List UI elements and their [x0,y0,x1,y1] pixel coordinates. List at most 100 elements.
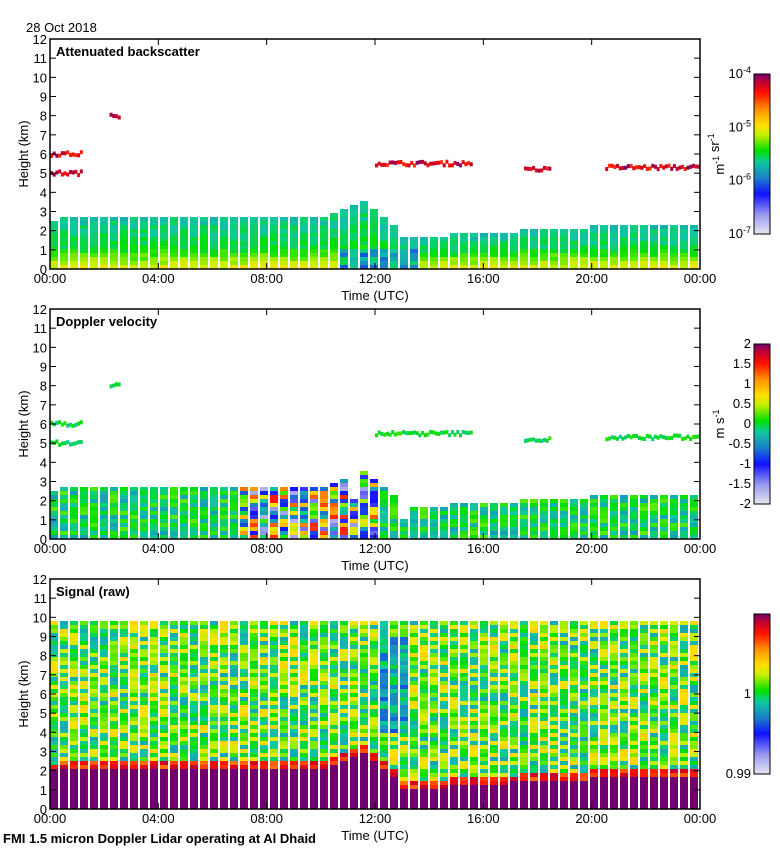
heatmap-cell [450,531,458,535]
heatmap-cell [330,233,338,237]
heatmap-cell [670,245,678,249]
heatmap-cell [270,761,278,765]
heatmap-cell [310,681,318,685]
heatmap-cell [630,673,638,677]
heatmap-cell [80,757,88,761]
heatmap-cell [390,681,398,685]
heatmap-cell [210,523,218,527]
heatmap-cell [350,697,358,701]
heatmap-cell [450,781,458,785]
heatmap-cell [360,233,368,237]
heatmap-cell [600,681,608,685]
heatmap-cell [410,681,418,685]
heatmap-cell [340,797,348,801]
heatmap-cell [570,641,578,645]
heatmap-cell [140,253,148,257]
heatmap-cell [490,805,498,809]
cloud-layer-cell [448,433,452,438]
heatmap-cell [490,745,498,749]
heatmap-cell [690,733,698,737]
heatmap-cell [600,725,608,729]
heatmap-cell [530,265,538,269]
heatmap-cell [650,717,658,721]
heatmap-cell [470,535,478,539]
heatmap-cell [370,769,378,773]
heatmap-cell [330,689,338,693]
heatmap-cell [260,523,268,527]
heatmap-cell [660,621,668,625]
heatmap-cell [620,657,628,661]
heatmap-cell [300,737,308,741]
heatmap-cell [620,645,628,649]
heatmap-cell [660,511,668,515]
heatmap-cell [540,709,548,713]
heatmap-cell [650,257,658,261]
heatmap-cell [90,637,98,641]
heatmap-cell [560,503,568,507]
heatmap-cell [230,657,238,661]
heatmap-cell [400,741,408,745]
cloud-layer-cell [662,435,666,440]
heatmap-cell [390,713,398,717]
heatmap-cell [230,781,238,785]
heatmap-cell [140,769,148,773]
heatmap-cell [420,681,428,685]
heatmap-cell [250,685,258,689]
heatmap-cell [210,495,218,499]
heatmap-cell [670,777,678,781]
heatmap-cell [330,225,338,229]
heatmap-cell [220,233,228,237]
heatmap-cell [460,649,468,653]
heatmap-cell [190,653,198,657]
heatmap-cell [530,515,538,519]
heatmap-cell [160,765,168,769]
heatmap-cell [100,713,108,717]
heatmap-cell [250,487,258,491]
heatmap-cell [150,233,158,237]
heatmap-cell [60,793,68,797]
heatmap-cell [570,725,578,729]
heatmap-cell [630,761,638,765]
heatmap-cell [680,693,688,697]
heatmap-cell [600,721,608,725]
heatmap-cell [680,237,688,241]
heatmap-cell [210,665,218,669]
heatmap-cell [170,737,178,741]
heatmap-cell [230,709,238,713]
heatmap-cell [660,519,668,523]
heatmap-cell [530,705,538,709]
heatmap-cell [140,725,148,729]
heatmap-cell [360,753,368,757]
heatmap-cell [490,673,498,677]
heatmap-cell [530,669,538,673]
heatmap-cell [90,677,98,681]
heatmap-cell [510,721,518,725]
heatmap-cell [570,709,578,713]
heatmap-cell [230,733,238,737]
heatmap-cell [380,661,388,665]
y-tick-label: 9 [40,90,47,105]
heatmap-cell [670,265,678,269]
heatmap-cell [460,531,468,535]
heatmap-cell [190,781,198,785]
heatmap-cell [270,527,278,531]
heatmap-cell [60,257,68,261]
heatmap-cell [250,729,258,733]
heatmap-cell [400,705,408,709]
heatmap-cell [230,531,238,535]
heatmap-cell [330,621,338,625]
heatmap-cell [140,693,148,697]
heatmap-cell [110,523,118,527]
heatmap-cell [660,789,668,793]
heatmap-cell [300,785,308,789]
heatmap-cell [450,785,458,789]
heatmap-cell [330,725,338,729]
heatmap-cell [640,645,648,649]
heatmap-cell [80,697,88,701]
cloud-layer-cell [532,437,536,442]
heatmap-cell [340,753,348,757]
heatmap-cell [310,253,318,257]
heatmap-cell [270,697,278,701]
heatmap-cell [680,737,688,741]
heatmap-cell [110,657,118,661]
